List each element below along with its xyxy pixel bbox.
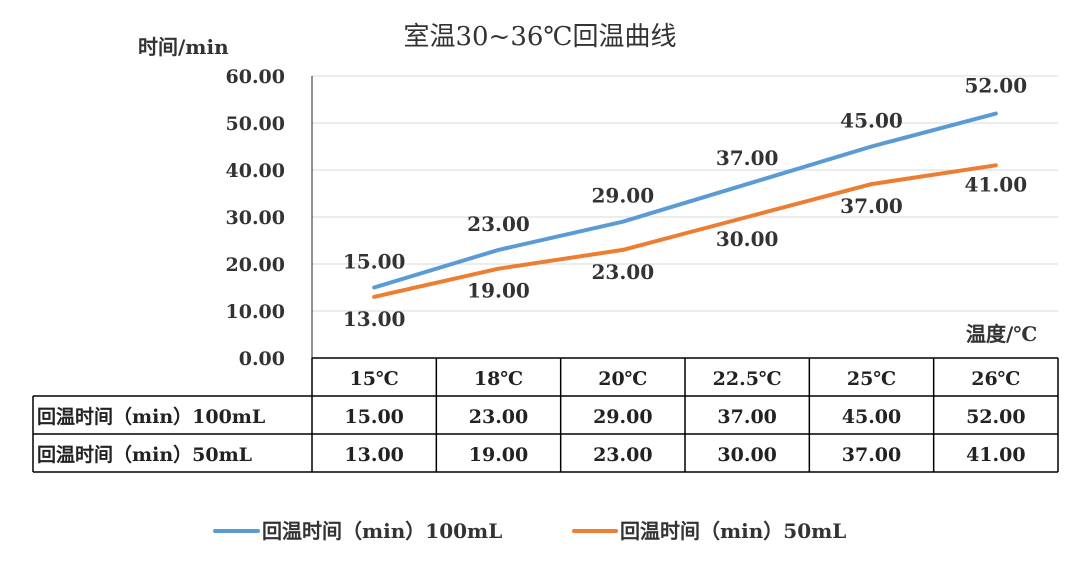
data-label: 13.00 — [343, 307, 406, 331]
table-cell: 23.00 — [469, 406, 529, 428]
data-labels: 15.00 23.00 29.00 37.00 45.00 52.00 13.00 19.00… — [343, 74, 1027, 331]
grid — [312, 75, 1058, 312]
table-cell: 29.00 — [593, 406, 653, 428]
table-cell: 37.00 — [842, 444, 902, 466]
data-label: 23.00 — [592, 260, 655, 284]
y-tick-label: 50.00 — [226, 113, 286, 135]
y-tick-label: 40.00 — [226, 160, 286, 182]
data-label: 30.00 — [716, 227, 779, 251]
y-tick-label: 60.00 — [226, 66, 286, 88]
y-tick-label: 30.00 — [226, 207, 286, 229]
y-tick-label: 10.00 — [226, 301, 286, 323]
legend-label: 回温时间（min）100mL — [262, 519, 502, 543]
y-tick-label: 0.00 — [239, 348, 285, 370]
table-header-cell: 25℃ — [847, 368, 896, 390]
table-cell: 19.00 — [469, 444, 529, 466]
y-tick-label: 20.00 — [226, 254, 286, 276]
table-header-cell: 18℃ — [474, 368, 523, 390]
data-label: 29.00 — [592, 184, 655, 208]
data-label: 45.00 — [840, 109, 903, 133]
axes: 0.00 10.00 20.00 30.00 40.00 50.00 60.00 — [226, 66, 313, 370]
chart-title: 室温30~36℃回温曲线 — [403, 22, 676, 52]
table-cell: 15.00 — [344, 406, 404, 428]
table-row-label: 回温时间（min）100mL — [37, 405, 265, 428]
series-lines — [372, 111, 998, 299]
data-table: 15℃ 18℃ 20℃ 22.5℃ 25℃ 26℃ 回温时间（min）100mL 15.00 2… — [32, 357, 1059, 473]
table-cell: 41.00 — [966, 444, 1026, 466]
table-header-cell: 26℃ — [971, 368, 1020, 390]
series-line-100ml — [372, 111, 998, 290]
x-axis-label: 温度/℃ — [966, 322, 1037, 346]
table-cell: 37.00 — [717, 406, 777, 428]
data-label: 15.00 — [343, 250, 406, 274]
table-header-cell: 15℃ — [350, 368, 399, 390]
legend-label: 回温时间（min）50mL — [620, 519, 846, 543]
data-label: 23.00 — [467, 212, 530, 236]
table-cell: 30.00 — [717, 444, 777, 466]
table-cell: 52.00 — [966, 406, 1026, 428]
table-header-cell: 22.5℃ — [713, 368, 782, 390]
data-label: 52.00 — [965, 74, 1028, 98]
legend: 回温时间（min）100mL 回温时间（min）50mL — [213, 519, 846, 543]
table-cell: 23.00 — [593, 444, 653, 466]
data-label: 37.00 — [840, 194, 903, 218]
table-cell: 45.00 — [842, 406, 902, 428]
table-header-cell: 20℃ — [598, 368, 647, 390]
table-row-label: 回温时间（min）50mL — [37, 443, 252, 466]
table-cell: 13.00 — [344, 444, 404, 466]
data-label: 19.00 — [467, 279, 530, 303]
data-label: 41.00 — [965, 172, 1028, 196]
series-line-50ml — [372, 163, 998, 299]
data-label: 37.00 — [716, 146, 779, 170]
y-axis-label: 时间/min — [138, 35, 229, 59]
